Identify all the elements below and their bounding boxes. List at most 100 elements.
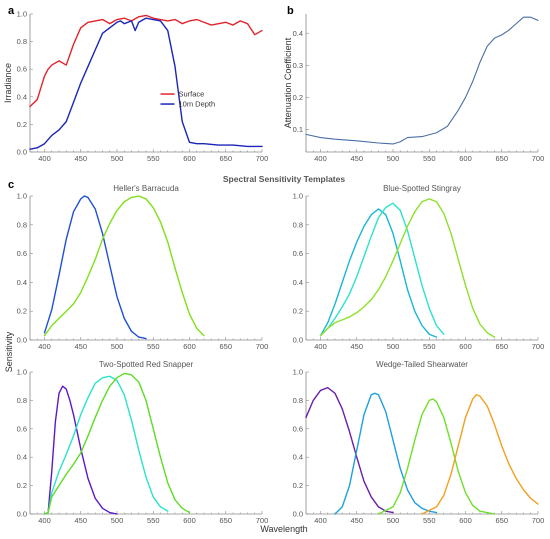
- y-tick-label: 0.4: [17, 278, 27, 287]
- y-tick-label: 1.0: [293, 368, 303, 377]
- x-tick-label: 650: [495, 516, 508, 525]
- shared-x-axis-title: Wavelength: [260, 524, 307, 534]
- y-tick-label: 0.4: [17, 453, 27, 462]
- y-tick-label: 1.0: [17, 368, 27, 377]
- x-tick-label: 650: [495, 342, 508, 351]
- x-tick-label: 500: [111, 342, 124, 351]
- y-tick-label: 0.4: [17, 92, 27, 101]
- y-tick-label: 0.4: [293, 29, 303, 38]
- x-tick-label: 450: [350, 342, 363, 351]
- x-tick-label: 400: [314, 516, 327, 525]
- y-tick-label: 0.8: [293, 220, 303, 229]
- y-tick-label: 0.8: [293, 396, 303, 405]
- x-tick-label: 450: [350, 516, 363, 525]
- y-tick-label: 0.2: [293, 93, 303, 102]
- panel-c2-chart: 400 450 500 550 600 650 700 0.0 0.2 0.4 0.6 0.8 1.0 B…: [293, 184, 545, 351]
- x-tick-label: 550: [423, 516, 436, 525]
- series-line-2: [334, 392, 438, 515]
- subplot-title: Blue-Spotted Stingray: [383, 184, 461, 193]
- x-tick-label: 600: [459, 516, 472, 525]
- series-line-2: [43, 195, 205, 337]
- series-line-1: [305, 386, 394, 514]
- x-tick-label: 500: [387, 154, 400, 163]
- series-line-2: [43, 375, 169, 515]
- y-tick-label: 0.2: [17, 481, 27, 490]
- y-tick-label: 0.0: [17, 510, 27, 519]
- subplot-title: Two-Spotted Red Snapper: [99, 360, 194, 369]
- panel-c4-chart: 400 450 500 550 600 650 700 0.0 0.2 0.4 0.6 0.8 1.0 W…: [293, 360, 545, 525]
- x-tick-label: 550: [147, 342, 160, 351]
- x-tick-label: 700: [256, 516, 269, 525]
- y-tick-label: 0.8: [17, 220, 27, 229]
- y-tick-label: 0.6: [293, 249, 303, 258]
- y-tick-label: 0.0: [293, 510, 303, 519]
- x-tick-label: 600: [459, 342, 472, 351]
- y-tick-label: 0.2: [17, 120, 27, 129]
- x-tick-label: 600: [183, 516, 196, 525]
- panel-b-chart: 400 450 500 550 600 650 700 0.1 0.2 0.3 0.4Attenua…: [283, 14, 544, 163]
- y-axis-title: Irradiance: [3, 63, 13, 103]
- y-tick-label: 0.4: [293, 278, 303, 287]
- y-tick-label: 1.0: [293, 192, 303, 201]
- legend-label: Surface: [179, 90, 205, 99]
- x-tick-label: 450: [74, 342, 87, 351]
- panel-a-chart: 400 450 500 550 600 650 700 0.0 0.2 0.4 0.6 0.8 1.0 I…: [3, 10, 268, 164]
- y-tick-label: 1.0: [17, 10, 27, 19]
- y-tick-label: 0.6: [17, 65, 27, 74]
- y-tick-label: 0.8: [17, 396, 27, 405]
- x-tick-label: 500: [387, 342, 400, 351]
- panel-c1-chart: 400 450 500 550 600 650 700 0.0 0.2 0.4 0.6 0.8 1.0 H…: [17, 184, 269, 351]
- x-tick-label: 550: [147, 516, 160, 525]
- y-tick-label: 0.2: [293, 307, 303, 316]
- x-tick-label: 400: [38, 154, 51, 163]
- series-line-1: [43, 385, 118, 515]
- x-tick-label: 400: [38, 516, 51, 525]
- x-tick-label: 450: [74, 154, 87, 163]
- series-line-2: [29, 17, 263, 150]
- x-tick-label: 650: [495, 154, 508, 163]
- y-tick-label: 0.6: [293, 424, 303, 433]
- subplot-title: Wedge-Tailed Shearwater: [376, 360, 468, 369]
- x-tick-label: 500: [111, 516, 124, 525]
- x-tick-label: 550: [423, 154, 436, 163]
- series-line-3: [43, 372, 191, 515]
- x-tick-label: 600: [183, 154, 196, 163]
- panel-label-c: c: [8, 179, 14, 191]
- x-tick-label: 700: [532, 516, 545, 525]
- x-tick-label: 550: [147, 154, 160, 163]
- x-tick-label: 650: [219, 342, 232, 351]
- x-tick-label: 500: [387, 516, 400, 525]
- y-tick-label: 0.0: [17, 148, 27, 157]
- series-line-1: [29, 14, 263, 108]
- x-tick-label: 550: [423, 342, 436, 351]
- series-line-4: [421, 394, 539, 515]
- y-tick-label: 0.8: [17, 37, 27, 46]
- series-line-1: [319, 208, 438, 338]
- x-tick-label: 400: [314, 154, 327, 163]
- y-tick-label: 0.0: [293, 336, 303, 345]
- y-tick-label: 1.0: [17, 192, 27, 201]
- series-line-1: [43, 195, 147, 340]
- y-tick-label: 0.0: [17, 336, 27, 345]
- series-line-3: [319, 198, 496, 338]
- x-tick-label: 650: [219, 516, 232, 525]
- x-tick-label: 700: [532, 342, 545, 351]
- panel-label-a: a: [8, 5, 15, 17]
- y-tick-label: 0.3: [293, 61, 303, 70]
- y-tick-label: 0.1: [293, 125, 303, 134]
- x-tick-label: 500: [111, 154, 124, 163]
- x-tick-label: 400: [314, 342, 327, 351]
- y-tick-label: 0.2: [17, 307, 27, 316]
- shared-y-axis-title: Sensitivity: [4, 331, 14, 372]
- y-tick-label: 0.6: [17, 424, 27, 433]
- x-tick-label: 600: [459, 154, 472, 163]
- x-tick-label: 700: [256, 342, 269, 351]
- y-tick-label: 0.6: [17, 249, 27, 258]
- section-title: Spectral Sensitivity Templates: [223, 174, 345, 184]
- x-tick-label: 450: [350, 154, 363, 163]
- y-tick-label: 0.4: [293, 453, 303, 462]
- x-tick-label: 400: [38, 342, 51, 351]
- x-tick-label: 700: [256, 154, 269, 163]
- x-tick-label: 450: [74, 516, 87, 525]
